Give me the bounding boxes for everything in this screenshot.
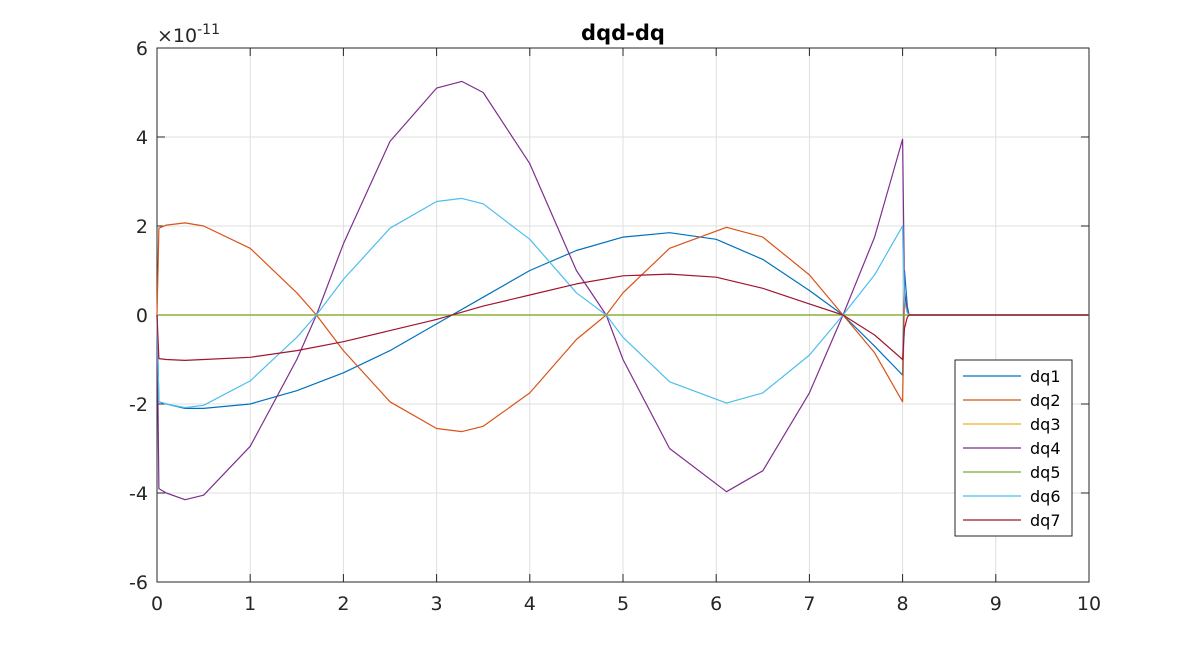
x-tick-label: 0 bbox=[151, 593, 163, 615]
legend-label-dq5: dq5 bbox=[1030, 463, 1061, 482]
x-tick-label: 2 bbox=[337, 593, 349, 615]
y-tick-label: -2 bbox=[129, 394, 148, 416]
legend-label-dq2: dq2 bbox=[1030, 391, 1061, 410]
x-tick-label: 5 bbox=[617, 593, 629, 615]
y-exponent-label: ×10-11 bbox=[157, 22, 220, 47]
legend-label-dq7: dq7 bbox=[1030, 511, 1061, 530]
x-tick-label: 8 bbox=[897, 593, 909, 615]
chart-title: dqd-dq bbox=[581, 21, 665, 45]
x-tick-label: 4 bbox=[524, 593, 536, 615]
x-tick-label: 6 bbox=[710, 593, 722, 615]
x-tick-label: 7 bbox=[803, 593, 815, 615]
series-line-dq6 bbox=[156, 197, 1089, 409]
y-tick-label: 4 bbox=[136, 127, 148, 149]
series-line-dq4 bbox=[156, 80, 1089, 501]
series-line-dq2 bbox=[156, 222, 1089, 433]
y-tick-label: -4 bbox=[129, 483, 148, 505]
series-lines bbox=[156, 80, 1089, 501]
y-tick-label: -6 bbox=[129, 572, 148, 594]
legend-label-dq3: dq3 bbox=[1030, 415, 1061, 434]
legend-label-dq4: dq4 bbox=[1030, 439, 1061, 458]
axis-ticks: 0 1 2 3 4 5 6 7 8 9 10 -6 -4 -2 0 2 4 6 bbox=[129, 38, 1101, 615]
legend-label-dq6: dq6 bbox=[1030, 487, 1061, 506]
y-tick-label: 0 bbox=[136, 305, 148, 327]
x-tick-label: 3 bbox=[431, 593, 443, 615]
y-exponent-value: -11 bbox=[197, 22, 220, 38]
x-tick-label: 9 bbox=[990, 593, 1002, 615]
x-tick-label: 10 bbox=[1077, 593, 1101, 615]
series-line-dq7 bbox=[156, 273, 1089, 361]
legend-label-dq1: dq1 bbox=[1030, 367, 1061, 386]
y-tick-label: 6 bbox=[136, 38, 148, 60]
svg-text:×10-11: ×10-11 bbox=[157, 22, 220, 47]
x-tick-label: 1 bbox=[244, 593, 256, 615]
y-tick-label: 2 bbox=[136, 216, 148, 238]
y-exponent-prefix: ×10 bbox=[157, 25, 197, 47]
legend: dq1 dq2 dq3 dq4 dq5 dq6 dq7 bbox=[954, 359, 1073, 537]
